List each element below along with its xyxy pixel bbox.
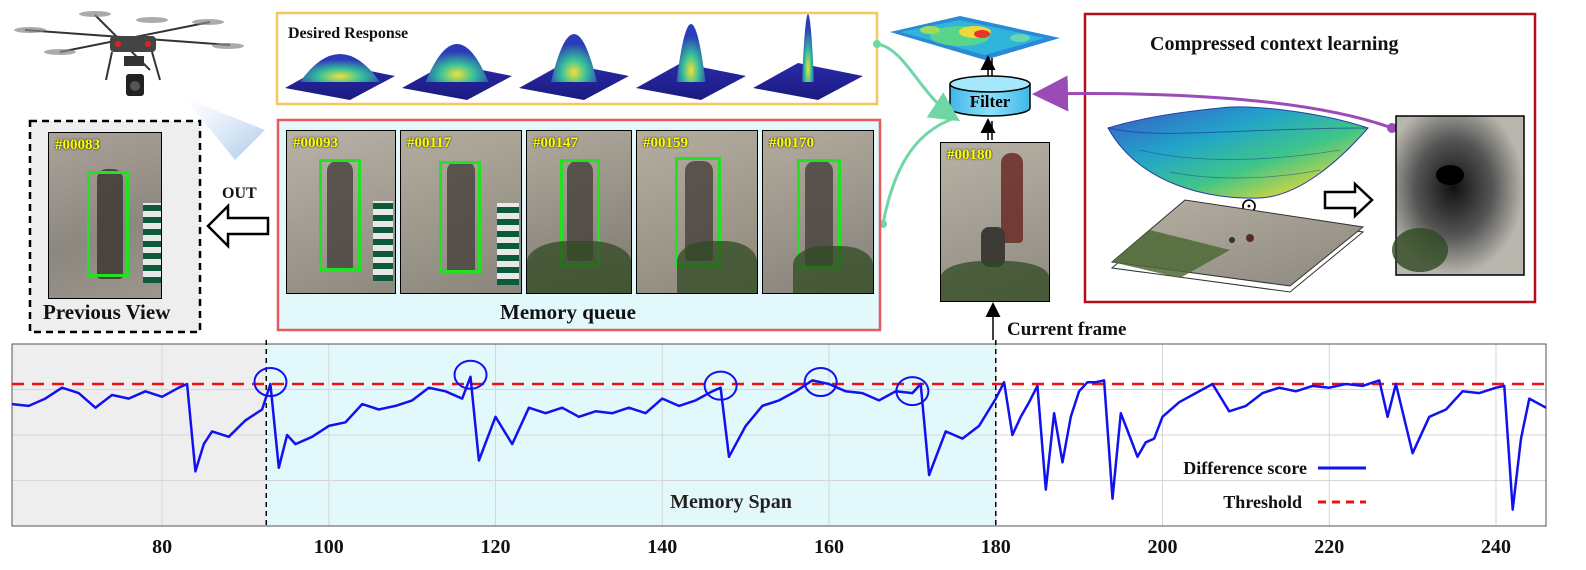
x-tick-label: 100 <box>314 536 344 558</box>
x-tick-label: 200 <box>1148 536 1178 558</box>
bush <box>527 241 631 293</box>
purple-arrow <box>1032 75 1393 130</box>
bystander-figure <box>373 201 393 281</box>
memory-frame-2: #00117 <box>400 130 522 294</box>
x-tick-label: 240 <box>1481 536 1511 558</box>
plot-frame <box>11 343 1547 527</box>
bush <box>793 246 873 293</box>
response-map-surface <box>890 16 1060 60</box>
frame-label: #00093 <box>293 135 338 151</box>
green-arrow-desired <box>876 42 961 122</box>
circled-peak-4 <box>803 367 838 398</box>
x-tick-label: 180 <box>981 536 1011 558</box>
response-peak-4 <box>636 24 746 100</box>
response-peak-5 <box>753 14 863 100</box>
difference-score-chart: 80 100 120 140 160 180 200 220 240 Memory Span Dif… <box>11 340 1547 558</box>
circled-peak-2 <box>453 359 488 390</box>
frame-label: #00170 <box>769 135 814 151</box>
memory-frame-3: #00147 <box>526 130 632 294</box>
frame-label: #00147 <box>533 135 578 151</box>
x-tick-label: 120 <box>481 536 511 558</box>
bush <box>677 241 757 293</box>
frame-label: #00117 <box>407 135 452 151</box>
desired-response-title: Desired Response <box>288 25 409 42</box>
person-figure <box>97 169 123 279</box>
legend-label-difference: Difference score <box>1183 458 1307 478</box>
drone-icon <box>14 11 265 160</box>
target-figure <box>981 227 1005 267</box>
current-frame-image: #00180 <box>940 142 1050 302</box>
filter-label: Filter <box>970 92 1011 111</box>
bbox <box>87 171 129 277</box>
circled-peak-3 <box>703 370 738 401</box>
bystander-figure <box>143 203 161 283</box>
masked-context-image <box>1392 115 1525 276</box>
context-image-plate <box>1110 199 1365 293</box>
person-figure <box>327 161 353 271</box>
response-peak-3 <box>519 34 629 100</box>
bbox <box>439 161 481 273</box>
x-tick-label: 80 <box>152 536 172 558</box>
response-peak-2 <box>402 44 512 100</box>
memory-frame-5: #00170 <box>762 130 874 294</box>
previous-view-caption: Previous View <box>43 300 171 324</box>
out-arrow-icon <box>206 202 270 250</box>
frame-label: #00083 <box>55 137 100 153</box>
desired-response-box <box>275 11 879 106</box>
memory-frame-row: #00093 #00117 #00147 #00159 #00170 <box>286 130 874 294</box>
context-learning-title: Compressed context learning <box>1150 33 1399 55</box>
x-tick-label: 220 <box>1314 536 1344 558</box>
x-tick-label: 160 <box>814 536 844 558</box>
green-arrow-memory <box>881 116 956 225</box>
bush <box>941 261 1049 301</box>
person-figure <box>447 161 475 273</box>
previous-view-frame: #00083 <box>48 132 162 299</box>
memory-frame-1: #00093 <box>286 130 396 294</box>
filter-icon <box>949 75 1031 117</box>
context-learning-box <box>1083 12 1537 304</box>
response-peak-1 <box>285 54 395 100</box>
circled-peak-1 <box>253 367 288 398</box>
chart-legend: Difference score Threshold <box>1183 458 1366 512</box>
x-tick-label: 140 <box>647 536 677 558</box>
context-bowl-surface <box>1107 106 1369 199</box>
memory-frame-4: #00159 <box>636 130 758 294</box>
frame-label: #00180 <box>947 147 992 163</box>
legend-label-threshold: Threshold <box>1223 492 1302 512</box>
out-label: OUT <box>222 185 257 202</box>
bbox <box>319 159 361 271</box>
frame-label: #00159 <box>643 135 688 151</box>
memory-queue-caption: Memory queue <box>500 300 636 324</box>
output-arrow-icon <box>1323 181 1374 219</box>
current-frame-caption: Current frame <box>1007 319 1127 340</box>
person-figure <box>1001 153 1023 243</box>
circled-peak-5 <box>895 376 930 407</box>
bystander-figure <box>497 203 519 285</box>
memory-span-label: Memory Span <box>670 491 792 513</box>
difference-score-line <box>11 375 1547 511</box>
